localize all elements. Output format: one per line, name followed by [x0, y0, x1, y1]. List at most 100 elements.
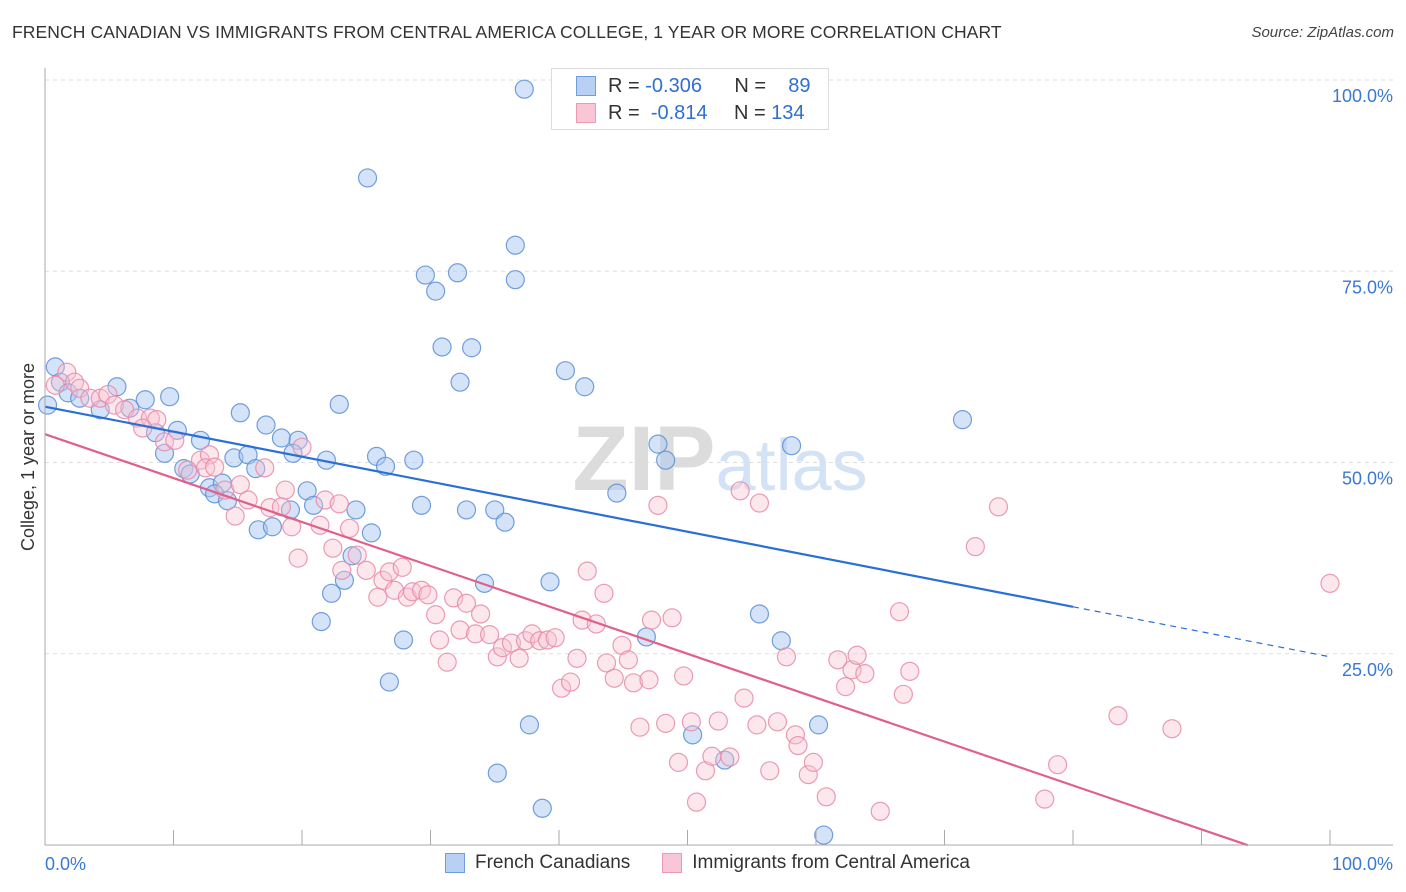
point-central-america [747, 715, 767, 735]
legend-swatch-blue [576, 76, 596, 96]
point-central-america [623, 673, 644, 693]
point-french-canadians [505, 270, 525, 290]
legend-label-french-canadians: French Canadians [475, 852, 631, 873]
point-central-america [230, 475, 250, 495]
point-central-america [429, 630, 450, 650]
r-label: R = [608, 74, 640, 97]
n-value: 89 [788, 74, 811, 97]
point-central-america [560, 672, 581, 692]
point-central-america [205, 457, 225, 477]
point-french-canadians [262, 517, 283, 537]
y-tick-label: 25.0% [1342, 660, 1393, 680]
point-central-america [80, 388, 100, 408]
trend-line-central-america [44, 433, 1249, 847]
point-central-america [798, 765, 818, 785]
point-central-america [487, 647, 507, 667]
watermark-zip: ZIP [572, 408, 715, 510]
point-french-canadians [487, 763, 507, 783]
point-central-america [662, 608, 682, 628]
point-central-america [835, 677, 856, 697]
point-central-america [788, 735, 808, 756]
point-central-america [855, 664, 875, 684]
point-french-canadians [329, 394, 349, 414]
point-french-canadians [555, 361, 576, 381]
point-central-america [368, 587, 388, 607]
point-central-america [730, 481, 750, 501]
point-central-america [567, 648, 587, 668]
point-central-america [70, 378, 90, 398]
point-french-canadians [160, 387, 180, 407]
point-french-canadians [749, 604, 770, 624]
point-central-america [702, 746, 722, 766]
point-central-america [64, 372, 85, 392]
y-axis-label: College, 1 year or more [18, 363, 38, 551]
point-central-america [509, 648, 529, 668]
point-central-america [450, 620, 470, 640]
chart-title: FRENCH CANADIAN VS IMMIGRANTS FROM CENTR… [12, 22, 1002, 42]
point-french-canadians [456, 500, 477, 520]
point-central-america [275, 480, 295, 500]
point-french-canadians [648, 434, 668, 454]
point-central-america [674, 666, 694, 686]
point-french-canadians [814, 825, 834, 845]
point-central-america [776, 647, 797, 667]
point-central-america [842, 660, 862, 680]
point-french-canadians [519, 715, 540, 735]
point-french-canadians [808, 715, 829, 735]
point-central-america [681, 712, 701, 732]
point-french-canadians [771, 631, 791, 651]
point-french-canadians [426, 281, 446, 301]
point-central-america [530, 631, 550, 651]
point-french-canadians [342, 546, 362, 566]
trend-line-french-canadians [44, 405, 1074, 608]
point-central-america [734, 688, 754, 708]
point-french-canadians [411, 495, 432, 515]
legend-swatch-pink [576, 103, 596, 123]
point-french-canadians [575, 377, 595, 397]
point-central-america [492, 638, 513, 658]
point-central-america [104, 395, 124, 415]
point-central-america [586, 614, 606, 634]
point-french-canadians [495, 512, 515, 532]
point-central-america [154, 432, 175, 452]
r-value: -0.814 [650, 101, 708, 124]
legend-row-french-canadians: R = -0.306 N = 89 [576, 73, 811, 99]
point-french-canadians [154, 443, 175, 463]
point-central-america [537, 630, 558, 650]
point-central-america [803, 752, 824, 772]
point-central-america [465, 624, 486, 644]
point-french-canadians [607, 483, 627, 503]
point-central-america [426, 605, 446, 625]
point-french-canadians [346, 500, 366, 520]
point-central-america [1162, 719, 1182, 739]
point-french-canadians [447, 263, 468, 283]
point-central-america [98, 384, 118, 405]
point-central-america [225, 506, 245, 526]
point-french-canadians [357, 168, 378, 188]
point-central-america [1108, 706, 1128, 726]
point-central-america [1035, 789, 1055, 809]
point-central-america [668, 752, 689, 772]
point-french-canadians [505, 235, 525, 255]
point-central-america [900, 661, 920, 681]
point-french-canadians [485, 500, 505, 520]
point-central-america [870, 801, 890, 821]
point-central-america [596, 653, 617, 673]
point-central-america [339, 518, 360, 538]
y-tick-label: 100.0% [1332, 86, 1393, 106]
point-central-america [1047, 755, 1068, 775]
point-french-canadians [462, 338, 482, 358]
point-central-america [889, 602, 910, 622]
point-french-canadians [256, 415, 276, 435]
point-french-canadians [404, 450, 424, 470]
point-central-america [1320, 573, 1340, 593]
n-label: N = [733, 101, 766, 124]
point-french-canadians [952, 410, 973, 430]
point-central-america [577, 561, 597, 581]
point-french-canadians [715, 750, 735, 770]
point-french-canadians [532, 798, 552, 818]
point-central-america [392, 557, 412, 577]
point-central-america [418, 585, 438, 605]
trend-lines [44, 405, 1331, 847]
grid [45, 79, 1393, 655]
